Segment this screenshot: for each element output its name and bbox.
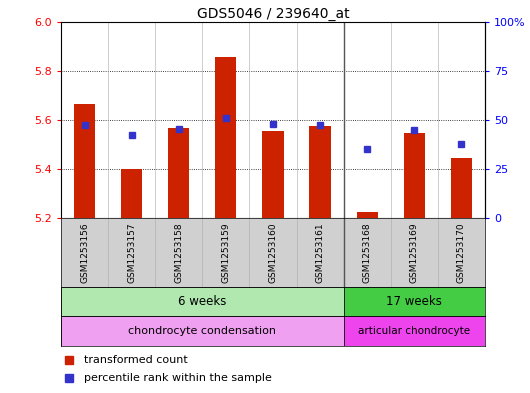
Bar: [262, 131, 284, 218]
Text: GSM1253159: GSM1253159: [222, 222, 231, 283]
Bar: [343, 316, 485, 346]
Text: GSM1253169: GSM1253169: [410, 222, 419, 283]
Bar: [451, 158, 472, 218]
Text: GSM1253160: GSM1253160: [269, 222, 277, 283]
Text: GSM1253168: GSM1253168: [363, 222, 372, 283]
Text: GSM1253156: GSM1253156: [80, 222, 89, 283]
Bar: [121, 169, 142, 218]
Bar: [310, 126, 331, 218]
Bar: [215, 57, 236, 218]
Bar: [357, 212, 378, 218]
Text: GSM1253158: GSM1253158: [174, 222, 183, 283]
Bar: [61, 287, 343, 316]
Title: GDS5046 / 239640_at: GDS5046 / 239640_at: [197, 7, 349, 20]
Bar: [168, 129, 189, 218]
Text: GSM1253157: GSM1253157: [127, 222, 136, 283]
Bar: [61, 316, 343, 346]
Bar: [343, 287, 485, 316]
Text: 17 weeks: 17 weeks: [386, 295, 442, 308]
Bar: [74, 104, 95, 218]
Text: transformed count: transformed count: [84, 354, 188, 365]
Bar: [404, 133, 425, 218]
Text: chondrocyte condensation: chondrocyte condensation: [128, 326, 276, 336]
Text: GSM1253161: GSM1253161: [315, 222, 324, 283]
Text: GSM1253170: GSM1253170: [457, 222, 466, 283]
Text: 6 weeks: 6 weeks: [178, 295, 226, 308]
Text: articular chondrocyte: articular chondrocyte: [358, 326, 470, 336]
Text: percentile rank within the sample: percentile rank within the sample: [84, 373, 272, 384]
